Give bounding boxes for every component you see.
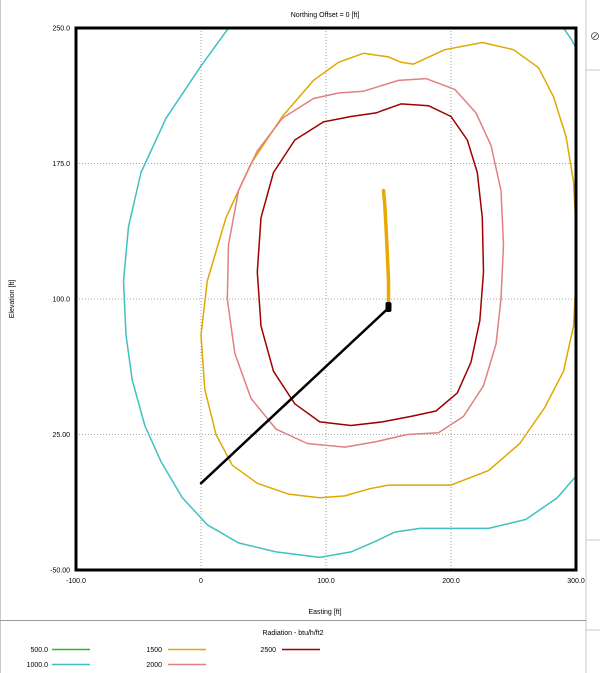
contour-line-1000-0 xyxy=(122,28,576,559)
plot-border xyxy=(74,26,578,572)
plot-area xyxy=(122,28,576,559)
y-axis-label: Elevation [ft] xyxy=(9,280,16,319)
x-tick-label: 300.0 xyxy=(567,578,585,585)
x-tick-label: 100.0 xyxy=(317,578,335,585)
contour-line-2500 xyxy=(256,103,485,427)
y-tick-label: 175.0 xyxy=(52,161,70,168)
chart-title: Northing Offset = 0 [ft] xyxy=(291,12,360,19)
flame-line xyxy=(381,188,391,310)
series-group xyxy=(122,28,576,559)
x-axis-label: Easting [ft] xyxy=(308,609,341,616)
legend: Radiation - btu/h/ft2 500.0 1000.0 1500 200… xyxy=(27,630,324,669)
tick-labels: -100.0 0 100.0 200.0 300.0 250.0 175.0 100.0 25.… xyxy=(50,26,585,586)
contour-line-1000-0 xyxy=(562,28,576,49)
legend-entry-label: 1500 xyxy=(146,647,162,654)
y-tick-label: 250.0 xyxy=(52,26,70,33)
legend-entry-label: 1000.0 xyxy=(27,662,49,669)
contour-line-2000 xyxy=(226,77,505,448)
x-tick-label: 200.0 xyxy=(442,578,460,585)
y-tick-label: 25.00 xyxy=(52,432,70,439)
y-tick-label: 100.0 xyxy=(52,297,70,304)
x-tick-label: 0 xyxy=(199,578,203,585)
legend-entry-label: 500.0 xyxy=(30,647,48,654)
legend-entry-label: 2500 xyxy=(260,647,276,654)
grid xyxy=(76,28,576,570)
side-panel-icon[interactable]: ⊘ xyxy=(590,29,600,43)
y-tick-label: -50.00 xyxy=(50,568,70,575)
black-trajectory-line xyxy=(199,306,390,485)
x-tick-label: -100.0 xyxy=(66,578,86,585)
contour-line-1500 xyxy=(200,41,576,499)
legend-title: Radiation - btu/h/ft2 xyxy=(262,630,323,637)
legend-entry-label: 2000 xyxy=(146,662,162,669)
flame-base-marker xyxy=(385,302,392,313)
